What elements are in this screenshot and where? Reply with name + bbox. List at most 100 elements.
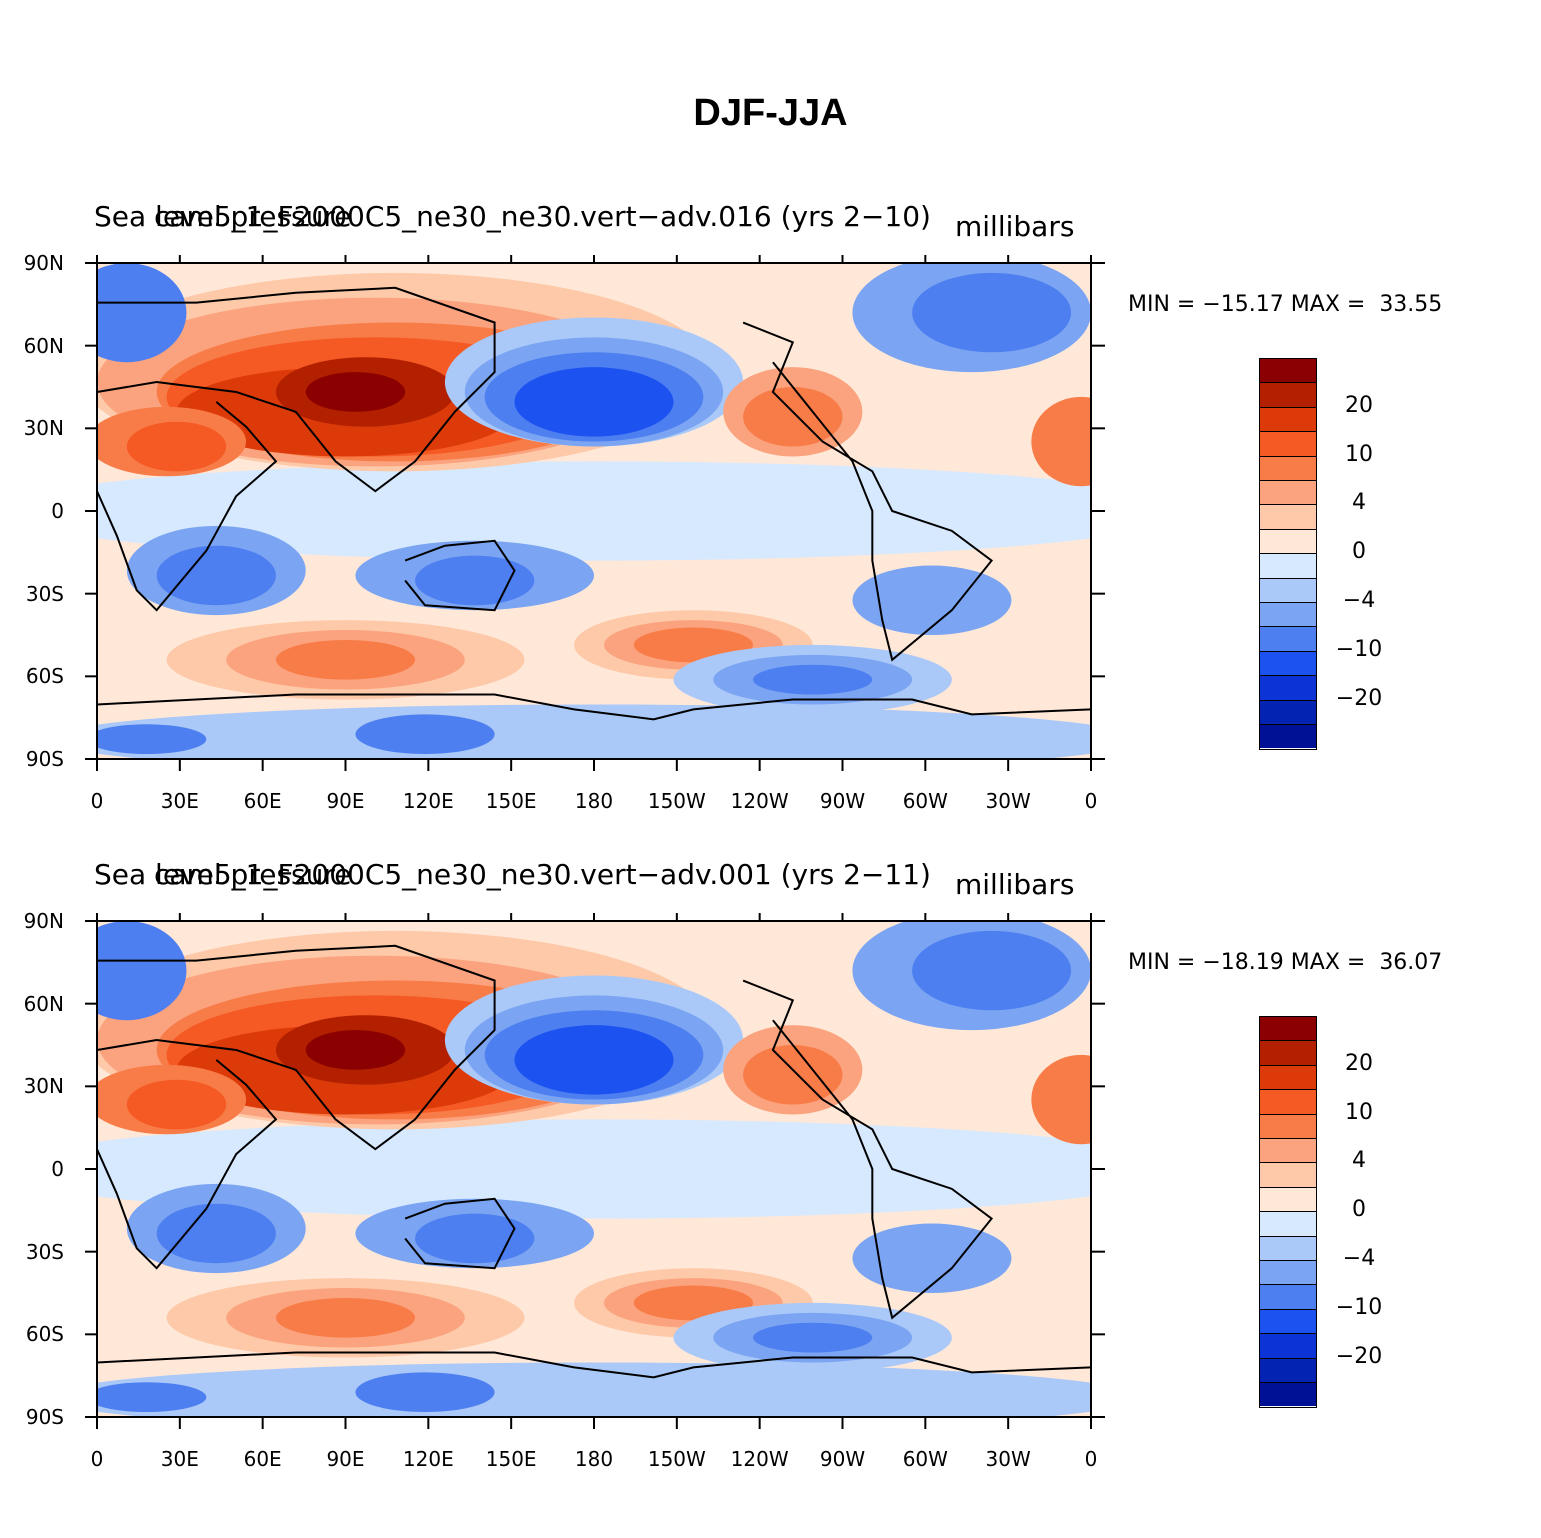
legend-swatch xyxy=(1260,1017,1316,1042)
contour-region xyxy=(743,1045,843,1105)
panel-units: millibars xyxy=(955,210,1075,243)
legend-swatch xyxy=(1260,1236,1316,1261)
legend-swatch xyxy=(1260,481,1316,506)
lon-tick-label: 60W xyxy=(902,1447,948,1471)
contour-region xyxy=(126,1079,227,1130)
lon-tick-label: 120E xyxy=(402,789,454,813)
legend-tick-label: 0 xyxy=(1352,539,1366,565)
contour-region xyxy=(415,1213,535,1264)
legend-swatch xyxy=(1260,1139,1316,1164)
legend-swatch xyxy=(1260,1114,1316,1139)
contour-region xyxy=(97,1119,1091,1219)
legend-swatch xyxy=(1260,1041,1316,1066)
legend-swatch xyxy=(1260,1187,1316,1213)
legend-tick-label: −10 xyxy=(1335,1294,1383,1320)
lon-tick-label: 150W xyxy=(647,1447,706,1471)
legend-swatch xyxy=(1260,1358,1316,1383)
legend-swatch xyxy=(1260,383,1316,408)
lon-tick-label: 30W xyxy=(985,1447,1031,1471)
lon-tick-label: 30W xyxy=(985,789,1031,813)
max-label: MAX = xyxy=(1290,950,1366,975)
lon-tick-label: 60W xyxy=(902,789,948,813)
lon-tick-label: 0 xyxy=(90,789,104,813)
lat-tick-label: 60N xyxy=(23,333,64,358)
coastline xyxy=(742,321,994,662)
lat-tick-label: 90N xyxy=(23,251,64,275)
lat-tick-label: 90S xyxy=(25,747,64,771)
contour-map-bottom xyxy=(85,913,1105,1429)
legend-swatch xyxy=(1260,529,1316,555)
legend-swatch xyxy=(1260,1285,1316,1310)
legend-tick-label: 10 xyxy=(1345,1099,1373,1125)
legend-swatch xyxy=(1260,359,1316,384)
contour-region xyxy=(912,272,1072,353)
contour-region xyxy=(355,1372,495,1413)
coastline xyxy=(404,539,516,612)
contour-region xyxy=(305,1030,406,1070)
lon-tick-label: 0 xyxy=(1084,1447,1098,1471)
contour-region xyxy=(514,367,674,437)
contour-region xyxy=(97,724,207,755)
min-value: −15.17 xyxy=(1202,292,1284,317)
contour-region xyxy=(97,1382,207,1413)
legend-tick-label: −4 xyxy=(1342,588,1376,613)
contour-region xyxy=(305,372,406,412)
lat-tick-label: 60S xyxy=(25,1322,64,1347)
lon-tick-label: 180 xyxy=(574,789,614,813)
lat-tick-label: 0 xyxy=(51,499,64,523)
figure-title: DJF-JJA xyxy=(693,92,848,134)
shaded-field xyxy=(97,263,1091,759)
legend-tick-label: 0 xyxy=(1352,1197,1366,1223)
legend-swatch xyxy=(1260,676,1316,701)
contour-region xyxy=(97,263,187,363)
legend-swatch xyxy=(1260,1261,1316,1286)
contour-region xyxy=(97,461,1091,561)
contour-region xyxy=(852,565,1012,635)
legend-swatch xyxy=(1260,1212,1316,1237)
lon-tick-label: 120W xyxy=(730,1447,789,1471)
legend-tick-label: −20 xyxy=(1335,1343,1383,1369)
lon-tick-label: 60E xyxy=(243,1447,282,1471)
legend-swatch xyxy=(1260,725,1316,749)
coastline xyxy=(742,979,994,1320)
contour-region xyxy=(753,1322,873,1353)
legend-swatch xyxy=(1260,1383,1316,1407)
lon-tick-label: 90W xyxy=(819,789,866,813)
panel-case-title: cam5_1_F2000C5_ne30_ne30.vert−adv.016 (y… xyxy=(154,200,931,233)
contour-map-top xyxy=(85,255,1105,771)
contour-region xyxy=(912,930,1072,1011)
lat-tick-label: 90N xyxy=(23,909,64,933)
min-label: MIN = xyxy=(1128,950,1196,975)
contour-region xyxy=(743,387,843,447)
panel-variable-title: Sea level pressure xyxy=(94,858,352,891)
legend-colorbar xyxy=(1259,358,1317,751)
lat-tick-label: 30N xyxy=(23,416,64,441)
coastline xyxy=(97,286,496,493)
legend-colorbar xyxy=(1259,1016,1317,1409)
lat-tick-label: 30N xyxy=(23,1074,64,1099)
lon-tick-label: 30E xyxy=(160,1447,199,1471)
contour-region xyxy=(753,664,873,695)
lon-tick-label: 120W xyxy=(730,789,789,813)
lon-tick-label: 90W xyxy=(819,1447,866,1471)
lat-tick-label: 30S xyxy=(25,1239,64,1264)
contour-region xyxy=(415,555,535,606)
lon-tick-label: 150W xyxy=(647,789,706,813)
contour-region xyxy=(156,545,276,606)
coastline xyxy=(97,693,1091,721)
lon-tick-label: 150E xyxy=(485,789,537,813)
lat-tick-label: 0 xyxy=(51,1157,64,1181)
shaded-field xyxy=(97,921,1091,1417)
legend-tick-label: 20 xyxy=(1345,1050,1373,1076)
legend-swatch xyxy=(1260,456,1316,481)
coastline xyxy=(97,1059,278,1270)
contour-region xyxy=(97,704,1091,759)
lat-tick-label: 60S xyxy=(25,664,64,689)
lon-tick-label: 90E xyxy=(326,789,365,813)
contour-region xyxy=(355,714,495,755)
legend-swatch xyxy=(1260,505,1316,530)
lon-tick-label: 60E xyxy=(243,789,282,813)
coastline xyxy=(97,401,278,612)
contour-region xyxy=(514,1025,674,1095)
legend-swatch xyxy=(1260,1065,1316,1091)
